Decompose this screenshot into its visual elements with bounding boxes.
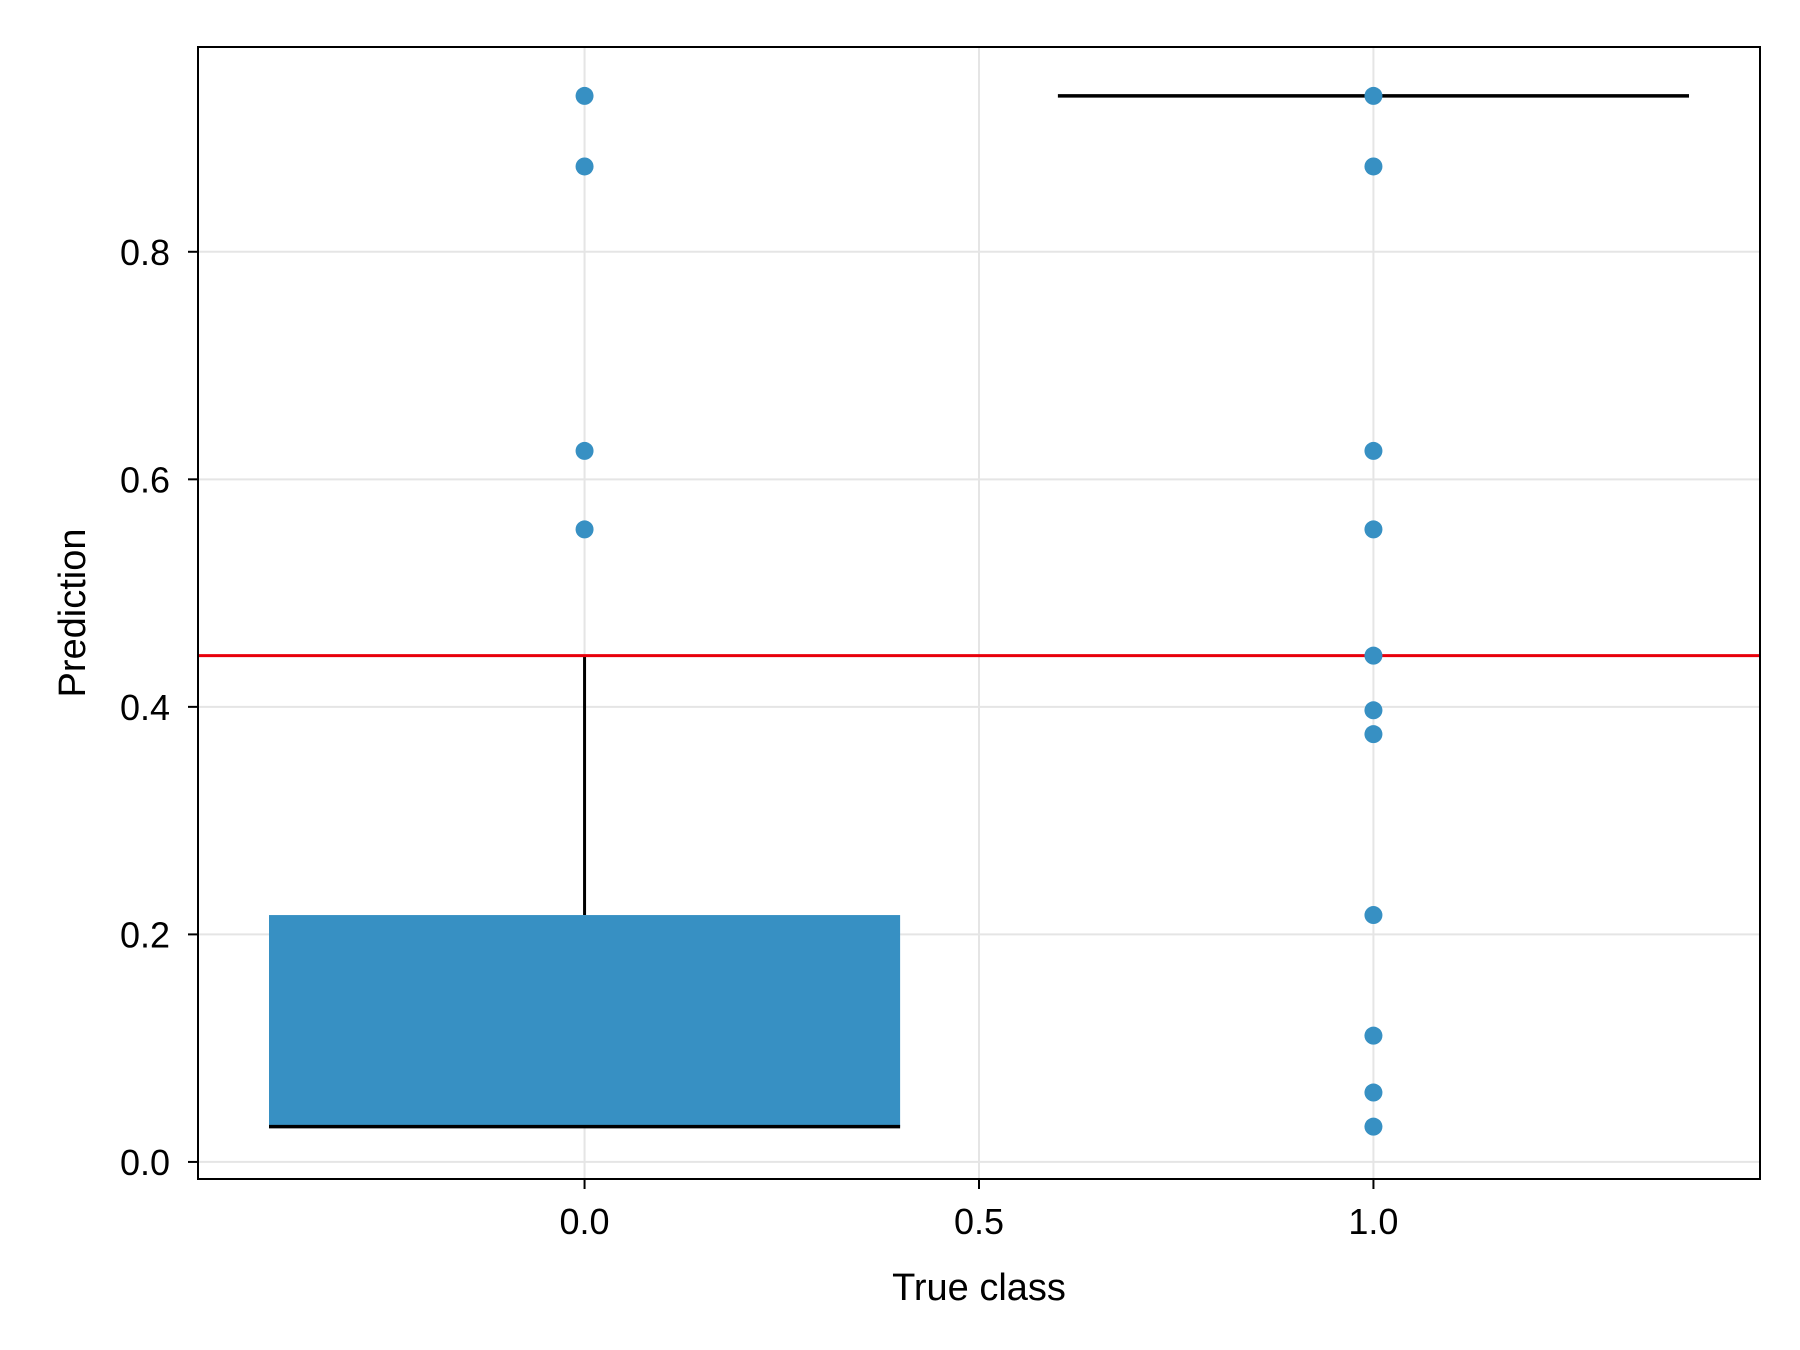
box [269,915,901,1127]
data-point [1364,441,1383,460]
data-point [1364,646,1383,665]
data-point [1364,157,1383,176]
boxes [269,94,1689,1129]
data-point [1364,725,1383,744]
data-point [1364,1117,1383,1136]
y-axis-ticks: 0.0 0.2 0.4 0.6 0.8 [120,232,198,1183]
data-point [1364,520,1383,539]
grid [198,47,1760,1179]
data-point [575,520,594,539]
data-point [1364,1083,1383,1102]
y-tick-label: 0.2 [120,914,170,955]
data-point [1364,906,1383,925]
data-point [575,441,594,460]
data-point [1364,86,1383,105]
data-point [1364,701,1383,720]
x-axis-label: True class [892,1267,1066,1309]
y-tick-label: 0.4 [120,687,170,728]
x-tick-label: 0.5 [954,1201,1004,1242]
data-points [575,86,1383,1136]
x-axis-ticks: 0.0 0.5 1.0 [560,1179,1398,1242]
data-point [575,86,594,105]
data-point [575,157,594,176]
y-tick-label: 0.0 [120,1142,170,1183]
data-point [1364,1026,1383,1045]
x-tick-label: 1.0 [1348,1201,1398,1242]
y-tick-label: 0.8 [120,232,170,273]
x-tick-label: 0.0 [560,1201,610,1242]
y-axis-label: Prediction [52,529,94,698]
y-tick-label: 0.6 [120,459,170,500]
